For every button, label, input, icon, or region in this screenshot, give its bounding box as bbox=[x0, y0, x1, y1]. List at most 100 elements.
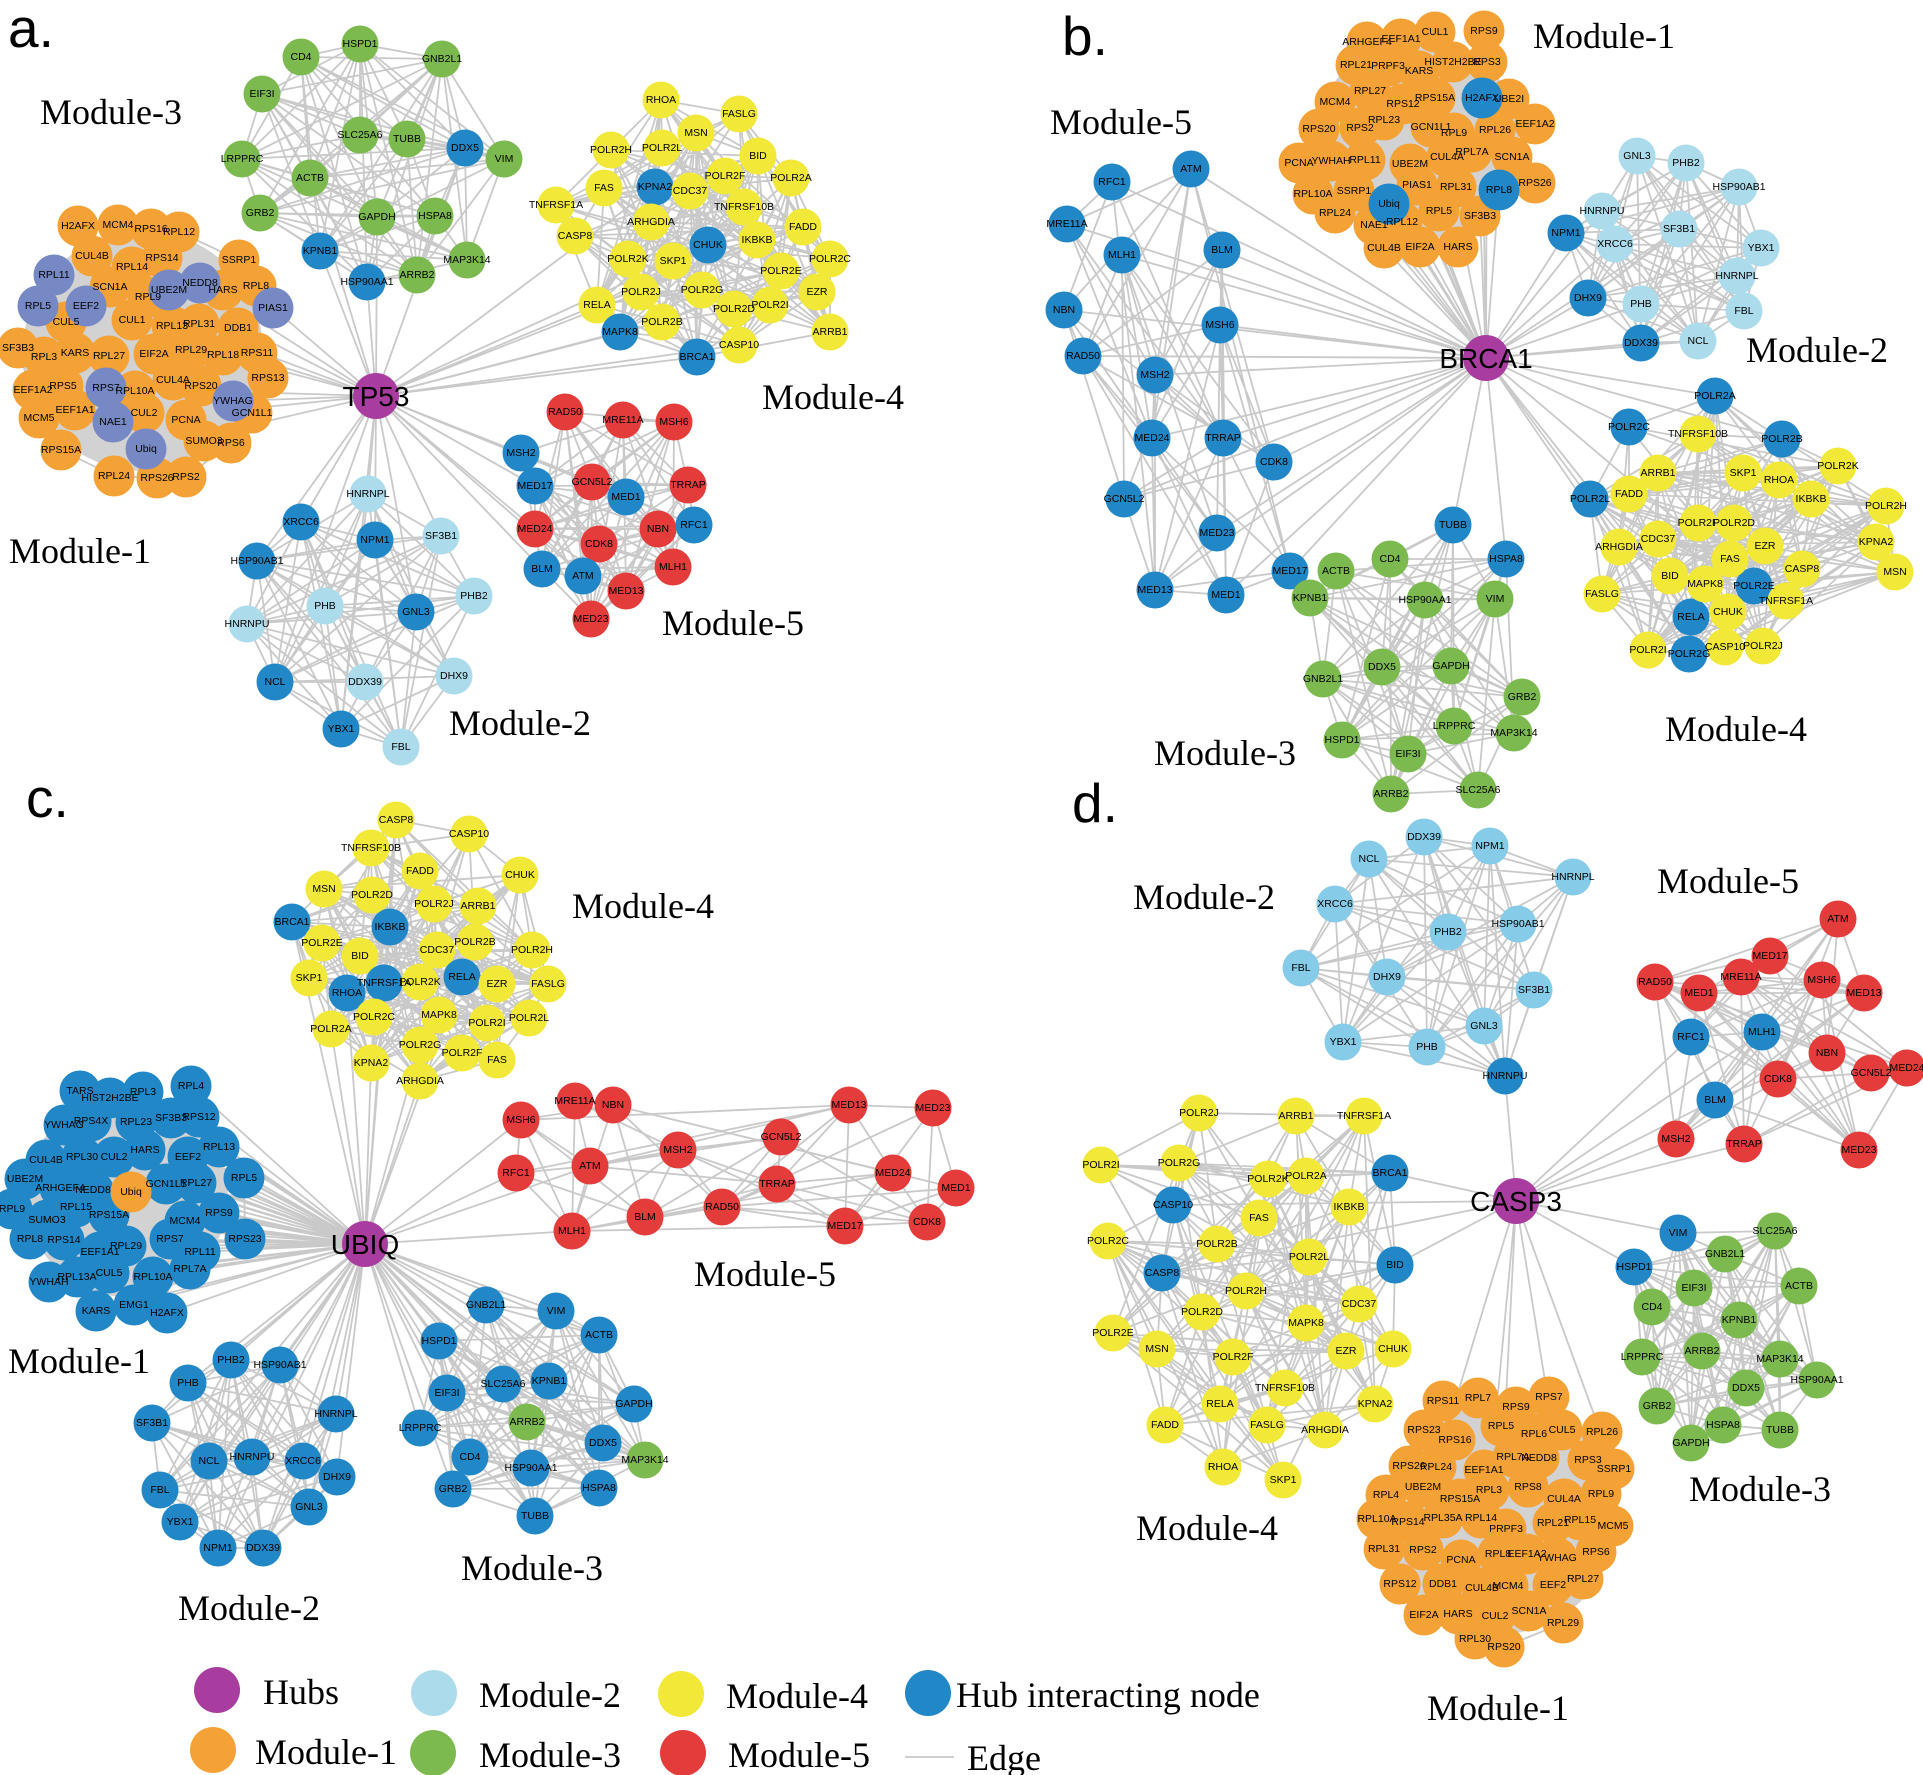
svg-text:ACTB: ACTB bbox=[296, 172, 324, 184]
svg-text:POLR2G: POLR2G bbox=[1668, 648, 1711, 660]
svg-text:POLR2E: POLR2E bbox=[1733, 580, 1774, 592]
svg-text:BRCA1: BRCA1 bbox=[274, 916, 309, 928]
svg-text:SF3B1: SF3B1 bbox=[136, 1417, 168, 1429]
svg-text:MED24: MED24 bbox=[1134, 432, 1169, 444]
svg-text:CHUK: CHUK bbox=[1713, 606, 1743, 618]
svg-text:POLR2A: POLR2A bbox=[1285, 1170, 1326, 1182]
svg-text:CASP8: CASP8 bbox=[1785, 563, 1820, 575]
svg-text:MED1: MED1 bbox=[941, 1182, 970, 1194]
svg-text:HSPA8: HSPA8 bbox=[1489, 553, 1523, 565]
svg-text:RPS9: RPS9 bbox=[205, 1207, 233, 1219]
svg-text:YWHAH: YWHAH bbox=[1311, 155, 1350, 167]
svg-text:SKP1: SKP1 bbox=[296, 972, 323, 984]
svg-text:HARS: HARS bbox=[208, 284, 237, 296]
svg-text:LRPPRC: LRPPRC bbox=[399, 1422, 442, 1434]
svg-text:KPNB1: KPNB1 bbox=[532, 1375, 567, 1387]
svg-text:NCL: NCL bbox=[264, 676, 285, 688]
svg-text:XRCC6: XRCC6 bbox=[1597, 238, 1633, 250]
svg-text:MLH1: MLH1 bbox=[659, 561, 687, 573]
svg-text:MED24: MED24 bbox=[517, 523, 552, 535]
svg-text:SF3B1: SF3B1 bbox=[1663, 223, 1695, 235]
svg-text:SKP1: SKP1 bbox=[660, 255, 687, 267]
svg-text:RPS26: RPS26 bbox=[1518, 177, 1551, 189]
svg-text:MED17: MED17 bbox=[517, 480, 552, 492]
svg-text:MSH2: MSH2 bbox=[1140, 369, 1169, 381]
svg-text:HSPA8: HSPA8 bbox=[1706, 1419, 1740, 1431]
svg-text:YBX1: YBX1 bbox=[1330, 1036, 1357, 1048]
svg-text:DHX9: DHX9 bbox=[440, 670, 468, 682]
svg-text:RPL5: RPL5 bbox=[1426, 205, 1452, 217]
svg-text:MRE11A: MRE11A bbox=[602, 414, 643, 426]
svg-text:NEDD8: NEDD8 bbox=[75, 1184, 111, 1196]
svg-text:FADD: FADD bbox=[406, 865, 434, 877]
svg-text:RELA: RELA bbox=[583, 299, 610, 311]
svg-text:MED23: MED23 bbox=[573, 613, 608, 625]
svg-text:HNRNPU: HNRNPU bbox=[225, 618, 270, 630]
svg-text:GRB2: GRB2 bbox=[246, 207, 275, 219]
svg-text:GNL3: GNL3 bbox=[1470, 1020, 1498, 1032]
svg-text:Module-5: Module-5 bbox=[694, 1254, 836, 1294]
svg-text:FBL: FBL bbox=[1291, 962, 1310, 974]
svg-text:HNRNPU: HNRNPU bbox=[1483, 1070, 1528, 1082]
svg-text:FASLG: FASLG bbox=[722, 108, 756, 120]
svg-text:DDX5: DDX5 bbox=[589, 1437, 617, 1449]
svg-text:SCN1A: SCN1A bbox=[1494, 151, 1529, 163]
svg-text:VIM: VIM bbox=[1486, 593, 1505, 605]
svg-text:BID: BID bbox=[1386, 1259, 1404, 1271]
svg-text:BRCA1: BRCA1 bbox=[1372, 1167, 1407, 1179]
svg-text:RPL11: RPL11 bbox=[1349, 154, 1380, 166]
svg-text:MAP3K14: MAP3K14 bbox=[1490, 727, 1537, 739]
svg-text:RPS4X: RPS4X bbox=[74, 1115, 108, 1127]
svg-text:HNRNPL: HNRNPL bbox=[1551, 871, 1594, 883]
svg-text:POLR2C: POLR2C bbox=[1087, 1235, 1129, 1247]
svg-text:FADD: FADD bbox=[1615, 488, 1643, 500]
svg-text:DDB1: DDB1 bbox=[224, 322, 252, 334]
svg-text:NCL: NCL bbox=[198, 1455, 219, 1467]
svg-text:POLR2A: POLR2A bbox=[310, 1023, 351, 1035]
svg-text:MSH6: MSH6 bbox=[1807, 974, 1836, 986]
svg-text:RPL29: RPL29 bbox=[175, 344, 207, 356]
svg-text:EEF2: EEF2 bbox=[73, 300, 99, 312]
svg-text:PHB2: PHB2 bbox=[217, 1354, 245, 1366]
svg-text:HSPD1: HSPD1 bbox=[1324, 734, 1359, 746]
svg-text:TNFRSF10B: TNFRSF10B bbox=[714, 201, 774, 213]
svg-text:RPL24: RPL24 bbox=[98, 470, 130, 482]
svg-text:DDB1: DDB1 bbox=[1429, 1578, 1457, 1590]
svg-text:DDX39: DDX39 bbox=[348, 676, 382, 688]
svg-text:RPL27: RPL27 bbox=[1354, 85, 1386, 97]
svg-text:CASP8: CASP8 bbox=[379, 814, 414, 826]
svg-text:HSPA8: HSPA8 bbox=[582, 1482, 616, 1494]
svg-text:RPL23: RPL23 bbox=[1368, 114, 1400, 126]
svg-text:HNRNPL: HNRNPL bbox=[1715, 270, 1758, 282]
svg-text:HSP90AA1: HSP90AA1 bbox=[340, 276, 393, 288]
svg-text:MAPK8: MAPK8 bbox=[1687, 578, 1723, 590]
svg-text:EZR: EZR bbox=[1755, 540, 1776, 552]
svg-text:POLR2D: POLR2D bbox=[1181, 1306, 1223, 1318]
svg-text:POLR2G: POLR2G bbox=[1158, 1157, 1201, 1169]
svg-text:RPS2: RPS2 bbox=[1346, 122, 1374, 134]
svg-text:PIAS1: PIAS1 bbox=[258, 302, 288, 314]
svg-text:H2AFX: H2AFX bbox=[1465, 92, 1499, 104]
svg-text:NPM1: NPM1 bbox=[203, 1542, 232, 1554]
svg-text:RPS23: RPS23 bbox=[1407, 1424, 1440, 1436]
svg-text:VIM: VIM bbox=[495, 153, 514, 165]
svg-text:RELA: RELA bbox=[448, 971, 475, 983]
svg-text:RPL11: RPL11 bbox=[184, 1246, 215, 1258]
svg-text:POLR2A: POLR2A bbox=[770, 172, 811, 184]
svg-text:RPS2: RPS2 bbox=[172, 471, 200, 483]
svg-text:POLR2K: POLR2K bbox=[1817, 460, 1858, 472]
svg-text:RHOA: RHOA bbox=[1208, 1461, 1238, 1473]
svg-text:RPS15A: RPS15A bbox=[1415, 92, 1455, 104]
svg-text:BID: BID bbox=[1661, 570, 1679, 582]
svg-text:EEF1A1: EEF1A1 bbox=[1464, 1464, 1503, 1476]
svg-text:CUL4A: CUL4A bbox=[156, 374, 190, 386]
svg-text:KPNA2: KPNA2 bbox=[1358, 1398, 1393, 1410]
svg-text:FAS: FAS bbox=[1249, 1212, 1269, 1224]
svg-text:MAPK8: MAPK8 bbox=[602, 326, 638, 338]
svg-text:ARHGEF4: ARHGEF4 bbox=[1342, 36, 1392, 48]
svg-text:Module-2: Module-2 bbox=[1746, 330, 1888, 370]
svg-text:EEF2: EEF2 bbox=[1540, 1579, 1566, 1591]
svg-text:POLR2E: POLR2E bbox=[760, 265, 801, 277]
svg-text:CUL1: CUL1 bbox=[1422, 26, 1449, 38]
svg-text:ACTB: ACTB bbox=[585, 1329, 613, 1341]
